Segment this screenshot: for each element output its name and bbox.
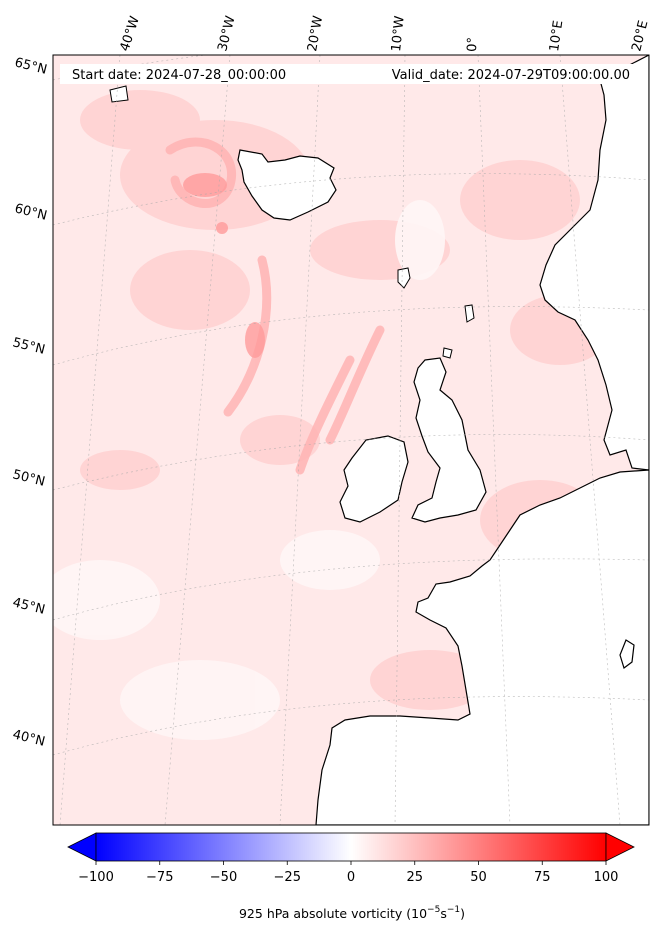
latitude-labels: 65°N 60°N 55°N 50°N 45°N 40°N [11,55,48,749]
colorbar-tick-label: 50 [470,870,487,885]
lat-label-65n: 65°N [13,55,48,77]
lat-label-55n: 55°N [11,335,46,357]
colorbar-tick-label: −50 [210,870,237,885]
colorbar-tick-label: 100 [594,870,619,885]
colorbar-tick-label: 0 [347,870,355,885]
start-date-label: Start date: 2024-07-28_00:00:00 [72,68,286,83]
lon-label-20w: 20°W [305,15,326,53]
graticule [53,55,649,825]
weak-vorticity-areas [53,200,445,740]
valid-date-label: Valid_date: 2024-07-29T09:00:00.00 [392,68,630,83]
colorbar-gradient [95,832,607,862]
land-areas [237,55,649,825]
colorbar-ticks: −100 −75 −50 −25 0 25 50 75 100 [78,861,618,885]
scandinavia [539,55,649,471]
continental-europe [315,469,649,825]
map-frame [52,54,650,826]
vorticity-maxima [183,173,265,358]
lon-label-10e: 10°E [547,20,566,53]
colorbar-max-extend [605,832,635,862]
lon-label-10w: 10°W [389,15,408,52]
colorbar-tick-label: −100 [78,870,114,885]
ireland [339,435,409,523]
lat-label-40n: 40°N [11,727,46,749]
small-islands [109,85,475,359]
colorbar-tick-label: −75 [146,870,173,885]
date-banner [60,64,642,84]
colorbar-tick-label: −25 [274,870,301,885]
longitude-labels: 40°W 30°W 20°W 10°W 0° 10°E 20°E [118,14,652,53]
lon-label-30w: 30°W [215,14,238,53]
colorbar-tick-label: 75 [534,870,551,885]
lon-label-0: 0° [465,37,481,52]
lat-label-60n: 60°N [13,201,48,223]
lon-label-40w: 40°W [118,14,143,53]
great-britain [411,357,487,523]
lon-label-20e: 20°E [629,19,651,53]
lat-label-45n: 45°N [11,595,46,617]
colorbar-tick-label: 25 [406,870,423,885]
iceland [237,149,337,221]
colorbar: −100 −75 −50 −25 0 25 50 75 100 925 hPa absolute… [67,832,635,921]
colorbar-label: 925 hPa absolute vorticity (10−5s−1) [239,905,465,921]
corsica-sardinia [619,639,635,669]
map-panel: Start date: 2024-07-28_00:00:00 Valid_da… [53,55,649,825]
colorbar-min-extend [67,832,97,862]
lat-label-50n: 50°N [11,467,46,489]
